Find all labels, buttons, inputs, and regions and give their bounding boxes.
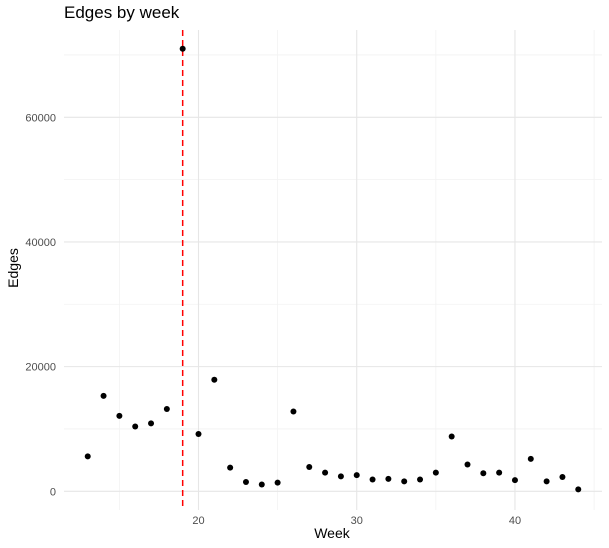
y-axis-label: Edges — [5, 248, 21, 288]
data-point — [511, 477, 518, 484]
data-point — [417, 476, 424, 483]
data-point — [448, 433, 455, 440]
data-point — [353, 472, 360, 479]
data-point — [369, 476, 376, 483]
x-tick-labels: 20 30 40 — [192, 515, 521, 527]
data-points — [84, 45, 582, 493]
data-point — [322, 469, 329, 476]
y-tick-label: 0 — [50, 486, 56, 498]
y-tick-labels: 0 20000 40000 60000 — [25, 112, 56, 498]
data-point — [179, 45, 186, 52]
data-point — [385, 475, 392, 482]
data-point — [258, 481, 265, 488]
data-point — [496, 469, 503, 476]
data-point — [464, 461, 471, 468]
y-tick-label: 20000 — [25, 362, 56, 374]
data-point — [527, 455, 534, 462]
data-point — [401, 478, 408, 485]
data-point — [306, 463, 313, 470]
data-point — [84, 453, 91, 460]
x-axis-label: Week — [314, 525, 351, 541]
data-point — [432, 469, 439, 476]
data-point — [543, 478, 550, 485]
data-point — [480, 470, 487, 477]
major-gridlines — [64, 30, 602, 510]
data-point — [195, 430, 202, 437]
y-tick-label: 60000 — [25, 112, 56, 124]
x-tick-label: 30 — [351, 515, 363, 527]
data-point — [116, 412, 123, 419]
data-point — [274, 479, 281, 486]
data-point — [163, 406, 170, 413]
minor-gridlines — [64, 30, 602, 510]
data-point — [100, 392, 107, 399]
data-point — [148, 420, 155, 427]
data-point — [559, 473, 566, 480]
chart-title: Edges by week — [64, 3, 180, 22]
data-point — [132, 423, 139, 430]
x-tick-label: 40 — [509, 515, 521, 527]
data-point — [575, 486, 582, 493]
data-point — [242, 478, 249, 485]
data-point — [227, 464, 234, 471]
data-point — [290, 408, 297, 415]
data-point — [211, 376, 218, 383]
y-tick-label: 40000 — [25, 237, 56, 249]
data-point — [337, 473, 344, 480]
x-tick-label: 20 — [192, 515, 204, 527]
